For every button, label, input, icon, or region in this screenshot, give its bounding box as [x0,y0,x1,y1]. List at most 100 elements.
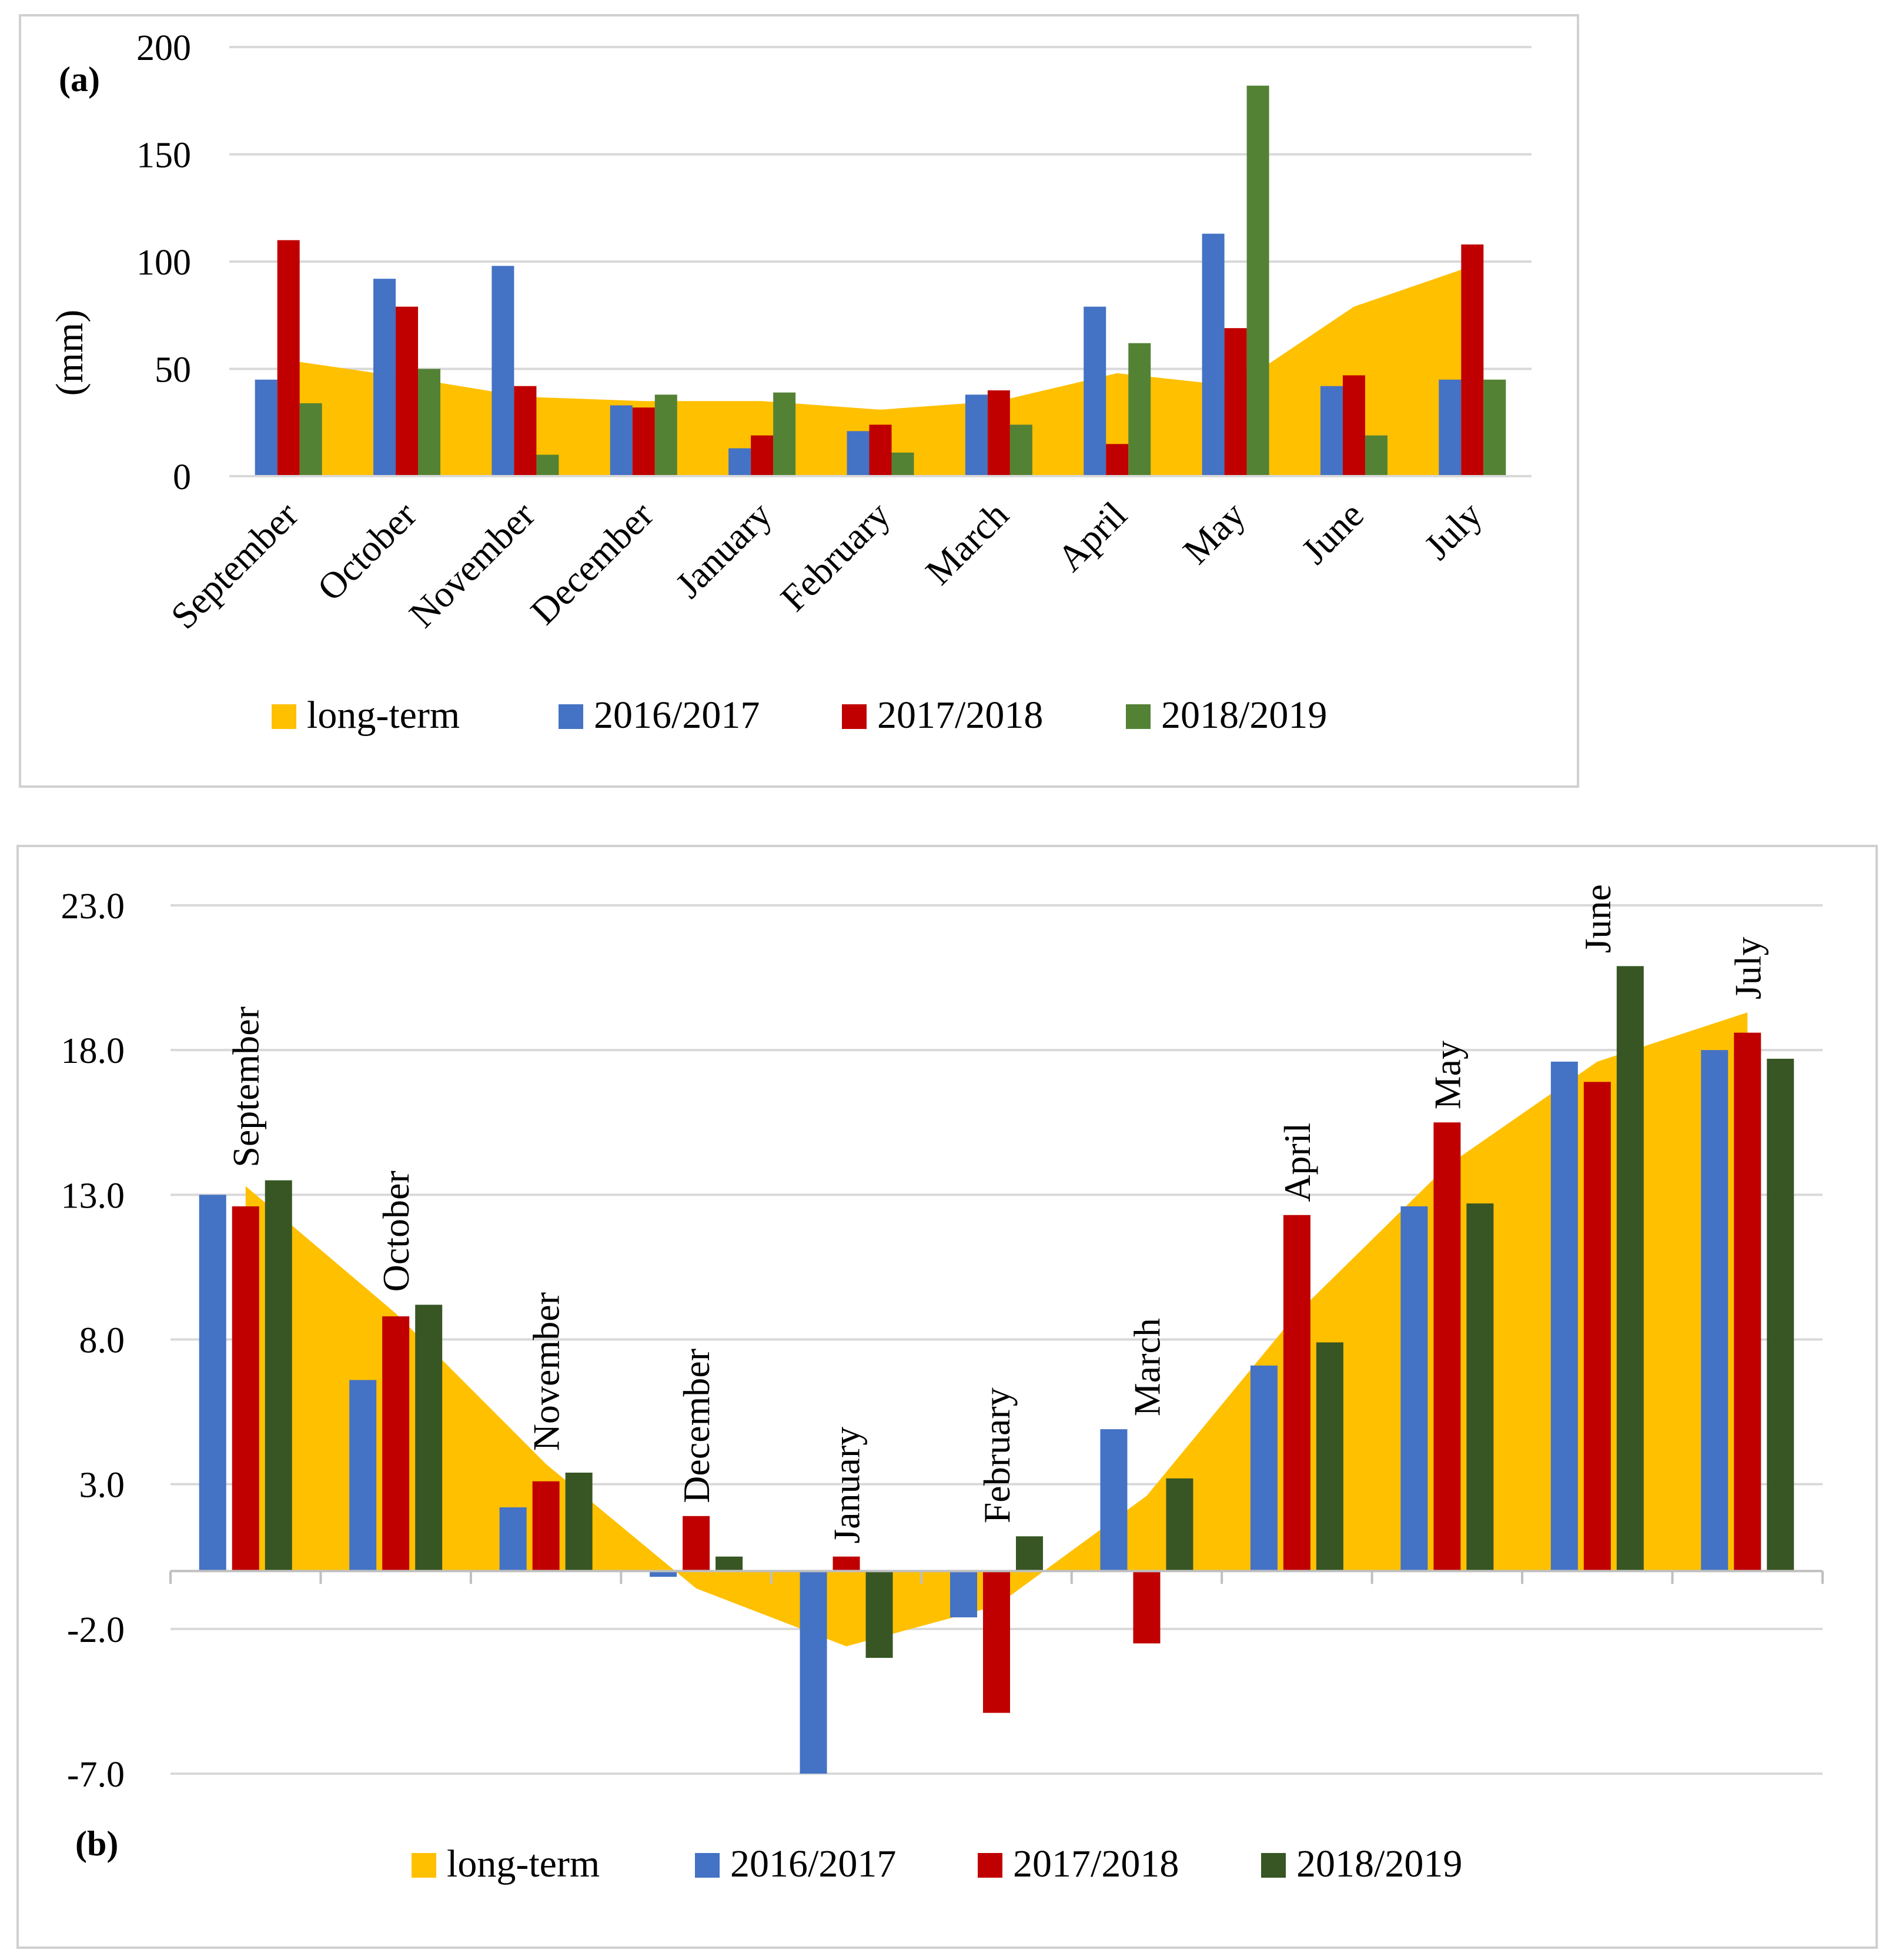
a-bar-2017-2018-february [869,424,892,476]
a-bar-2016-2017-july [1439,379,1462,476]
a-bar-2018-2019-april [1128,343,1151,476]
b-bar-2018-2019-january [865,1571,893,1658]
b-category-label-november: November [526,1292,567,1451]
a-bar-2018-2019-july [1483,379,1506,476]
b-category-label-june: June [1577,884,1619,953]
b-y-tick-label: -7.0 [67,1755,125,1795]
a-bar-2018-2019-october [418,369,441,476]
a-bar-2017-2018-june [1342,375,1365,476]
b-bar-2017-2018-april [1283,1215,1310,1571]
b-bar-2017-2018-may [1433,1122,1461,1571]
a-bar-2018-2019-march [1009,424,1032,476]
b-y-tick-label: -2.0 [67,1610,125,1650]
b-legend-label-2016-2017: 2016/2017 [730,1842,896,1885]
a-y-tick-label: 0 [173,457,191,497]
a-bar-2018-2019-february [891,452,914,476]
a-bar-2018-2019-december [654,394,677,476]
a-bar-2017-2018-may [1224,328,1247,476]
a-bar-2016-2017-october [373,279,396,476]
b-bar-2018-2019-february [1016,1536,1043,1571]
a-bar-2017-2018-november [514,386,537,476]
a-bar-2018-2019-september [299,403,322,476]
b-bar-2016-2017-april [1250,1365,1278,1571]
chart-a-panel-label: (a) [59,60,100,99]
a-bar-2016-2017-september [255,379,278,476]
a-bar-2018-2019-january [773,392,796,476]
b-y-tick-label: 3.0 [79,1466,125,1506]
a-x-tick-july: July [1416,494,1490,568]
b-category-label-october: October [375,1170,417,1292]
b-bar-2018-2019-november [565,1472,593,1571]
chart-b-y-ticks: -7.0 -2.0 3.0 8.0 13.0 18.0 23.0 [61,887,125,1795]
b-bar-2017-2018-december [683,1516,710,1571]
b-bar-2017-2018-january [833,1556,860,1571]
a-bar-2018-2019-june [1365,435,1388,476]
b-legend-swatch-2016-2017 [695,1853,720,1878]
chart-b-long-term-area [245,1012,1748,1647]
b-category-label-march: March [1126,1318,1168,1416]
a-legend-swatch-2017-2018 [842,704,867,729]
a-y-tick-label: 50 [155,350,191,390]
chart-a: 0 50 100 150 200 September OctoberNovemberDec… [48,28,1532,737]
b-bar-2017-2018-september [232,1206,259,1571]
chart-b-bars [199,966,1794,1774]
b-bar-2018-2019-july [1767,1058,1794,1571]
b-bar-2016-2017-september [199,1195,226,1571]
b-category-label-february: February [976,1387,1018,1523]
a-bar-2017-2018-july [1461,244,1484,476]
chart-a-y-ticks: 0 50 100 150 200 [136,28,191,497]
a-bar-2016-2017-june [1320,386,1343,476]
a-y-tick-label: 150 [136,136,191,176]
chart-a-bars [255,85,1506,476]
a-x-tick-april: April [1049,494,1135,580]
chart-b: -7.0 -2.0 3.0 8.0 13.0 18.0 23.0 September Octo… [61,884,1824,1885]
a-bar-2017-2018-january [751,435,774,476]
b-legend-swatch-2018-2019 [1261,1853,1286,1878]
b-bar-2016-2017-july [1701,1050,1728,1571]
b-bar-2016-2017-january [800,1571,827,1774]
a-x-tick-october: October [309,494,424,609]
b-bar-2018-2019-october [415,1305,443,1571]
a-bar-2017-2018-april [1106,444,1129,476]
chart-a-long-term-area [288,266,1473,476]
a-bar-2016-2017-february [847,431,870,476]
chart-a-frame [19,14,1579,788]
a-y-tick-label: 200 [136,28,191,68]
chart-b-frame [16,845,1878,1949]
b-bar-2018-2019-september [265,1180,292,1571]
b-legend-label-long-term: long-term [447,1842,600,1885]
a-legend-label-2018-2019: 2018/2019 [1161,694,1327,737]
b-area-long-term [245,1012,1748,1647]
b-bar-2016-2017-december [650,1571,677,1577]
a-x-tick-june: June [1293,494,1372,572]
a-y-tick-label: 100 [136,243,191,283]
a-legend-label-2016-2017: 2016/2017 [594,694,760,737]
a-bar-2017-2018-march [987,390,1010,476]
a-legend-label-long-term: long-term [307,694,460,737]
a-bar-2016-2017-november [492,266,514,476]
a-bar-2017-2018-december [632,407,655,476]
b-category-label-december: December [676,1349,717,1503]
a-bar-2016-2017-january [728,448,751,476]
chart-a-y-axis-label: (mm) [48,310,91,396]
a-bar-2018-2019-november [536,454,559,476]
a-bar-2016-2017-march [965,394,988,476]
b-legend-swatch-long-term [412,1853,436,1878]
b-bar-2018-2019-june [1616,966,1644,1571]
a-bar-2017-2018-october [396,306,419,476]
a-x-tick-february: February [773,494,898,620]
b-y-tick-label: 13.0 [61,1176,125,1216]
b-bar-2016-2017-march [1100,1429,1128,1571]
b-bar-2016-2017-october [349,1380,377,1571]
b-bar-2016-2017-november [499,1507,527,1571]
chart-a-legend: long-term 2016/2017 2017/2018 2018/2019 [272,694,1327,737]
chart-b-zero-axis [169,1570,1824,1584]
b-legend-label-2017-2018: 2017/2018 [1013,1842,1179,1885]
a-bar-2018-2019-may [1246,85,1269,476]
a-x-tick-march: March [917,494,1016,593]
a-bar-2016-2017-december [610,405,633,476]
b-legend-swatch-2017-2018 [978,1853,1002,1878]
a-area-long-term [288,266,1473,476]
a-x-tick-december: December [523,494,661,633]
a-x-tick-may: May [1175,494,1253,572]
